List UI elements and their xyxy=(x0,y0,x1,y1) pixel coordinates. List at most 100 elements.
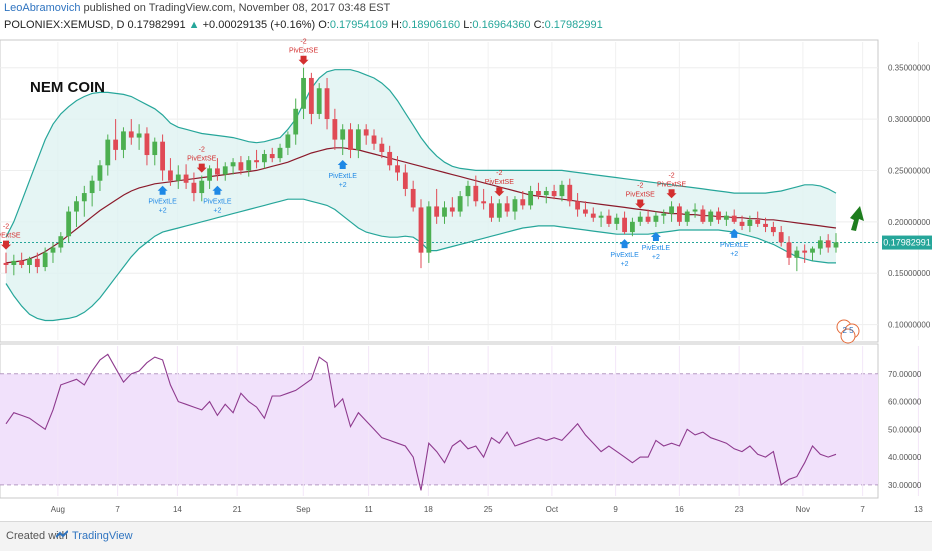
candle-body xyxy=(551,191,557,197)
candles xyxy=(3,67,839,276)
signal-count: -2 xyxy=(496,170,502,177)
tradingview-link[interactable]: TradingView xyxy=(72,530,133,542)
candle-body xyxy=(113,139,119,150)
long-signal-arrow-icon xyxy=(650,231,661,241)
author-link[interactable]: LeoAbramovich xyxy=(4,2,81,14)
time-tick-label: Oct xyxy=(546,505,559,514)
time-tick-label: 9 xyxy=(613,505,618,514)
chart-title: NEM COIN xyxy=(30,79,105,96)
svg-text:2 5: 2 5 xyxy=(842,326,854,335)
candle-body xyxy=(348,129,353,150)
candle-body xyxy=(269,154,275,159)
high-value: 0.18906160 xyxy=(402,19,461,31)
candle-body xyxy=(559,184,565,197)
candle-body xyxy=(324,88,330,120)
candle-body xyxy=(3,262,9,265)
low-label: L: xyxy=(463,19,473,31)
time-tick-label: 18 xyxy=(424,505,433,514)
candle-body xyxy=(105,139,111,166)
rsi-band-fill xyxy=(0,373,878,485)
candle-body xyxy=(395,165,400,173)
candle-body xyxy=(723,215,729,220)
candle-body xyxy=(590,213,596,218)
time-tick-label: 21 xyxy=(233,505,242,514)
long-signal-arrow-icon xyxy=(619,239,630,249)
candle-body xyxy=(121,131,126,150)
candle-body xyxy=(496,203,502,218)
candle-body xyxy=(402,172,408,189)
candle-body xyxy=(457,196,463,212)
candle-body xyxy=(575,201,581,210)
rsi-tick-label: 70.00000 xyxy=(888,370,922,379)
time-tick-label: 11 xyxy=(364,505,373,514)
candle-body xyxy=(739,221,745,226)
candle-body xyxy=(763,223,768,227)
up-arrow-icon xyxy=(850,206,864,231)
candle-body xyxy=(97,165,103,181)
candle-body xyxy=(645,216,651,222)
candle-body xyxy=(418,207,424,253)
candle-body xyxy=(481,201,487,204)
candle-body xyxy=(379,143,385,152)
signal-label: PivExtSE xyxy=(485,179,515,186)
time-tick-label: 25 xyxy=(484,505,493,514)
candle-body xyxy=(817,240,823,249)
candle-body xyxy=(520,199,526,206)
candle-body xyxy=(27,258,32,265)
time-tick-label: 13 xyxy=(914,505,923,514)
candle-body xyxy=(825,240,831,248)
candle-body xyxy=(833,242,839,248)
candle-body xyxy=(50,247,56,253)
candle-body xyxy=(301,77,306,109)
price-tick-label: 0.10000000 xyxy=(888,321,931,330)
signal-label: PivExtLE xyxy=(642,245,671,252)
candle-body xyxy=(661,213,667,216)
signal-label: PivExtLE xyxy=(720,242,749,249)
candle-body xyxy=(316,88,322,114)
price-tick-label: 0.35000000 xyxy=(888,64,931,73)
candle-body xyxy=(11,260,17,265)
candle-body xyxy=(285,134,291,148)
candle-body xyxy=(191,182,197,194)
candle-body xyxy=(230,162,236,167)
signal-count: +2 xyxy=(213,208,221,215)
candle-body xyxy=(489,203,494,218)
close-label: C: xyxy=(533,19,545,31)
signal-label: PivExtSE xyxy=(187,156,217,163)
open-label: O: xyxy=(318,19,330,31)
candle-body xyxy=(183,174,189,183)
candle-body xyxy=(152,141,158,156)
signal-count: -2 xyxy=(300,39,306,46)
time-tick-label: Aug xyxy=(51,505,65,514)
signal-label: PivExtLE xyxy=(148,199,177,206)
signal-count: -2 xyxy=(199,147,205,154)
price-tick-label: 0.15000000 xyxy=(888,269,931,278)
candle-body xyxy=(669,206,674,214)
price-tick-label: 0.25000000 xyxy=(888,166,931,175)
candle-body xyxy=(614,217,620,224)
signal-label: PivExtLE xyxy=(328,173,357,180)
candle-body xyxy=(42,252,48,268)
symbol-info: POLONIEX:XEMUSD, D 0.17982991 ▲ +0.00029… xyxy=(4,19,603,31)
candle-body xyxy=(175,174,181,181)
candle-body xyxy=(692,209,698,212)
signal-count: -2 xyxy=(637,183,643,190)
tradingview-logo-icon xyxy=(56,530,68,538)
candle-body xyxy=(473,185,479,202)
footer: Created with TradingView xyxy=(0,521,932,551)
signal-count: -2 xyxy=(3,224,9,231)
candle-body xyxy=(261,154,267,163)
short-signal-arrow-icon xyxy=(494,187,505,197)
price-tick-label: 0.30000000 xyxy=(888,115,931,124)
time-tick-label: 14 xyxy=(173,505,182,514)
candle-body xyxy=(363,129,369,136)
rsi-line xyxy=(5,353,837,491)
candle-body xyxy=(199,180,205,194)
candle-body xyxy=(426,206,432,253)
candle-body xyxy=(598,215,604,218)
candle-body xyxy=(19,260,25,265)
candle-body xyxy=(536,191,541,196)
candle-body xyxy=(653,215,659,222)
short-signal-arrow-icon xyxy=(635,199,646,209)
close-value: 0.17982991 xyxy=(544,19,603,31)
